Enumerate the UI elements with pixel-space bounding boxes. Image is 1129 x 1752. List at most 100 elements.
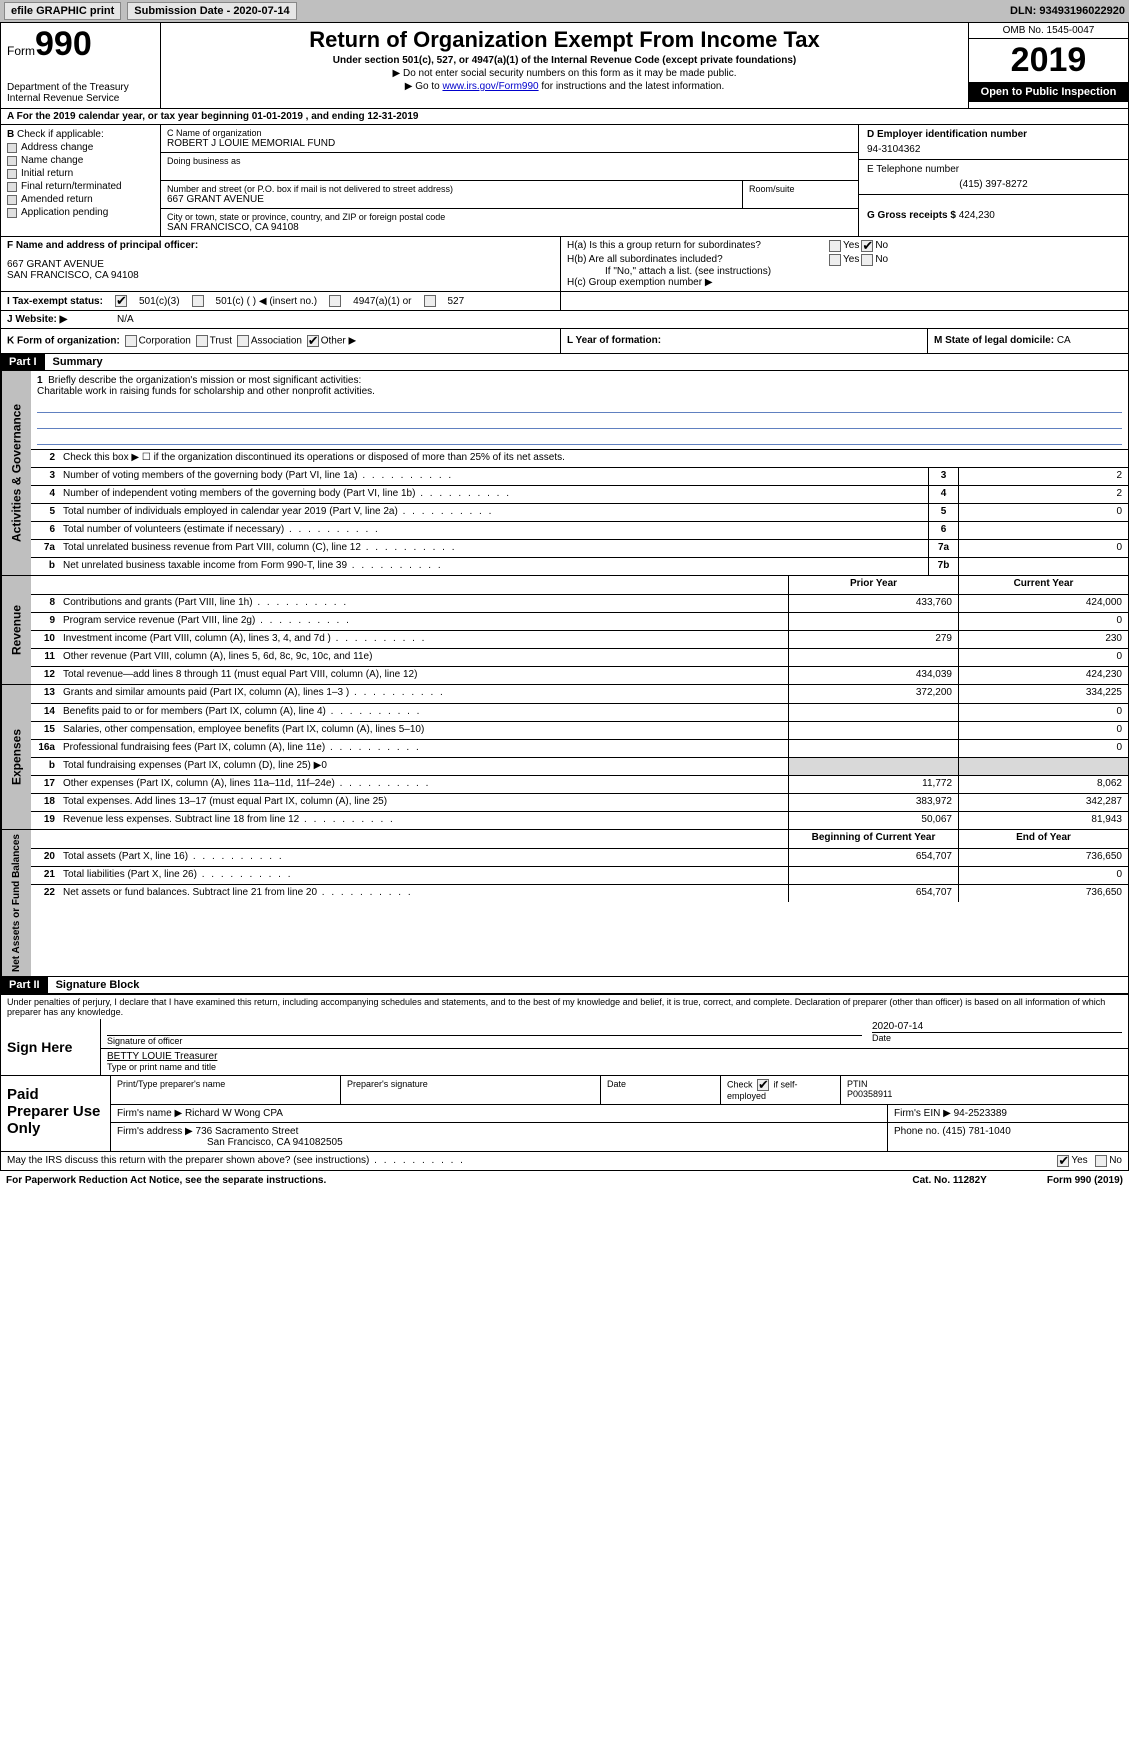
sidebar-activities: Activities & Governance bbox=[1, 371, 31, 575]
chk-trust[interactable] bbox=[196, 335, 208, 347]
dept-label: Department of the Treasury bbox=[7, 82, 154, 93]
l18-label: Total expenses. Add lines 13–17 (must eq… bbox=[59, 794, 788, 811]
hb-no-checkbox[interactable] bbox=[861, 254, 873, 266]
room-suite: Room/suite bbox=[742, 181, 852, 208]
l21-eoy: 0 bbox=[958, 867, 1128, 884]
preparer-date-label: Date bbox=[601, 1076, 721, 1104]
form-note2: ▶ Go to www.irs.gov/Form990 for instruct… bbox=[171, 81, 958, 92]
section-expenses: Expenses 13Grants and similar amounts pa… bbox=[0, 685, 1129, 830]
l16b-prior-shade bbox=[788, 758, 958, 775]
l7b-value bbox=[958, 558, 1128, 575]
row-f-h: F Name and address of principal officer:… bbox=[0, 237, 1129, 292]
l11-prior bbox=[788, 649, 958, 666]
website-value: N/A bbox=[117, 314, 134, 325]
header-left: Form990 Department of the Treasury Inter… bbox=[1, 23, 161, 108]
irs-link[interactable]: www.irs.gov/Form990 bbox=[442, 81, 538, 92]
open-public-badge: Open to Public Inspection bbox=[969, 82, 1128, 102]
part2-label: Part II bbox=[1, 977, 48, 993]
paperwork-notice: For Paperwork Reduction Act Notice, see … bbox=[6, 1175, 912, 1186]
k-label: K Form of organization: bbox=[7, 336, 120, 347]
ein-value: 94-3104362 bbox=[867, 144, 1120, 155]
col-b-right: D Employer identification number 94-3104… bbox=[858, 125, 1128, 236]
gross-value: 424,230 bbox=[959, 210, 995, 221]
h-note: If "No," attach a list. (see instruction… bbox=[605, 266, 1122, 277]
hb-yes-checkbox[interactable] bbox=[829, 254, 841, 266]
street-value: 667 GRANT AVENUE bbox=[167, 194, 736, 205]
efile-button[interactable]: efile GRAPHIC print bbox=[4, 2, 121, 20]
f-addr2: SAN FRANCISCO, CA 94108 bbox=[7, 270, 554, 281]
chk-final-return[interactable]: Final return/terminated bbox=[7, 181, 154, 192]
part1-title: Summary bbox=[45, 354, 111, 370]
l13-prior: 372,200 bbox=[788, 685, 958, 703]
l12-current: 424,230 bbox=[958, 667, 1128, 684]
i-label: I Tax-exempt status: bbox=[7, 296, 103, 307]
chk-initial-return[interactable]: Initial return bbox=[7, 168, 154, 179]
signature-block: Under penalties of perjury, I declare th… bbox=[0, 994, 1129, 1152]
chk-4947[interactable] bbox=[329, 295, 341, 307]
discuss-yes-checkbox[interactable] bbox=[1057, 1155, 1069, 1167]
ha-no-checkbox[interactable] bbox=[861, 240, 873, 252]
l5-label: Total number of individuals employed in … bbox=[59, 504, 928, 521]
col-b-mid: C Name of organization ROBERT J LOUIE ME… bbox=[161, 125, 858, 236]
firm-ein-value: 94-2523389 bbox=[954, 1108, 1007, 1119]
chk-assoc[interactable] bbox=[237, 335, 249, 347]
chk-amended[interactable]: Amended return bbox=[7, 194, 154, 205]
l14-prior bbox=[788, 704, 958, 721]
principal-officer: F Name and address of principal officer:… bbox=[1, 237, 561, 291]
sidebar-revenue: Revenue bbox=[1, 576, 31, 684]
discuss-question: May the IRS discuss this return with the… bbox=[7, 1155, 1055, 1167]
l3-label: Number of voting members of the governin… bbox=[59, 468, 928, 485]
ptin-cell: PTIN P00358911 bbox=[841, 1076, 1128, 1104]
paid-preparer-block: Paid Preparer Use Only Print/Type prepar… bbox=[1, 1075, 1128, 1151]
l20-boy: 654,707 bbox=[788, 849, 958, 866]
l19-current: 81,943 bbox=[958, 812, 1128, 829]
l10-prior: 279 bbox=[788, 631, 958, 648]
submission-date-button[interactable]: Submission Date - 2020-07-14 bbox=[127, 2, 296, 20]
l7b-label: Net unrelated business taxable income fr… bbox=[59, 558, 928, 575]
ha-yes-checkbox[interactable] bbox=[829, 240, 841, 252]
l14-label: Benefits paid to or for members (Part IX… bbox=[59, 704, 788, 721]
ein-label: D Employer identification number bbox=[867, 129, 1027, 140]
row-a-tax-year: A For the 2019 calendar year, or tax yea… bbox=[0, 109, 1129, 125]
chk-other[interactable] bbox=[307, 335, 319, 347]
firm-name-label: Firm's name ▶ bbox=[117, 1108, 182, 1119]
chk-name-change[interactable]: Name change bbox=[7, 155, 154, 166]
officer-name: BETTY LOUIE Treasurer bbox=[107, 1051, 1122, 1062]
chk-app-pending[interactable]: Application pending bbox=[7, 207, 154, 218]
row-a-mid: , and ending bbox=[306, 111, 368, 122]
chk-501c[interactable] bbox=[192, 295, 204, 307]
col-current-year: Current Year bbox=[958, 576, 1128, 594]
l7a-value: 0 bbox=[958, 540, 1128, 557]
preparer-name-label: Print/Type preparer's name bbox=[111, 1076, 341, 1104]
l12-label: Total revenue—add lines 8 through 11 (mu… bbox=[59, 667, 788, 684]
check-if-label: Check if applicable: bbox=[17, 129, 104, 140]
header-right: OMB No. 1545-0047 2019 Open to Public In… bbox=[968, 23, 1128, 108]
chk-corp[interactable] bbox=[125, 335, 137, 347]
firm-addr1: 736 Sacramento Street bbox=[196, 1126, 299, 1137]
l9-prior bbox=[788, 613, 958, 630]
city-label: City or town, state or province, country… bbox=[167, 212, 852, 222]
l21-label: Total liabilities (Part X, line 26) bbox=[59, 867, 788, 884]
l16b-current-shade bbox=[958, 758, 1128, 775]
l15-label: Salaries, other compensation, employee b… bbox=[59, 722, 788, 739]
l21-boy bbox=[788, 867, 958, 884]
l12-prior: 434,039 bbox=[788, 667, 958, 684]
col-eoy: End of Year bbox=[958, 830, 1128, 848]
row-a-pre: A For the 2019 calendar year, or tax yea… bbox=[7, 111, 252, 122]
phone-label: E Telephone number bbox=[867, 164, 1120, 175]
paid-preparer-label: Paid Preparer Use Only bbox=[1, 1076, 111, 1151]
l2-label: Check this box ▶ ☐ if the organization d… bbox=[59, 450, 1128, 467]
l19-prior: 50,067 bbox=[788, 812, 958, 829]
chk-501c3[interactable] bbox=[115, 295, 127, 307]
chk-527[interactable] bbox=[424, 295, 436, 307]
l17-prior: 11,772 bbox=[788, 776, 958, 793]
section-net-assets: Net Assets or Fund Balances Beginning of… bbox=[0, 830, 1129, 977]
discuss-no-checkbox[interactable] bbox=[1095, 1155, 1107, 1167]
dba-label: Doing business as bbox=[167, 156, 852, 166]
chk-self-employed[interactable] bbox=[757, 1079, 769, 1091]
chk-address-change[interactable]: Address change bbox=[7, 142, 154, 153]
l22-eoy: 736,650 bbox=[958, 885, 1128, 902]
l19-label: Revenue less expenses. Subtract line 18 … bbox=[59, 812, 788, 829]
hb-label: H(b) Are all subordinates included? bbox=[567, 254, 827, 266]
perjury-statement: Under penalties of perjury, I declare th… bbox=[1, 994, 1128, 1019]
